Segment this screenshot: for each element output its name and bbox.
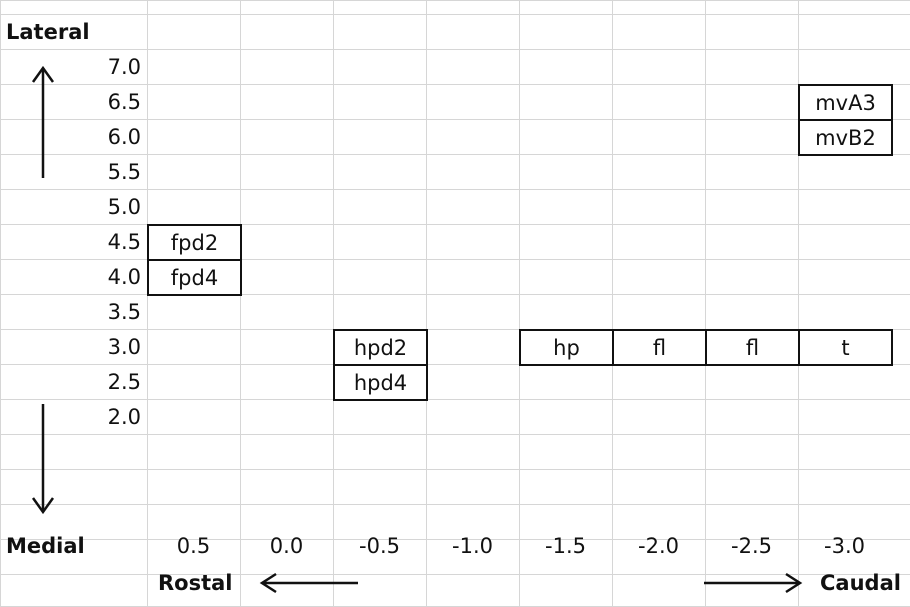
lateral-label: Lateral — [6, 19, 90, 44]
region-box-hpd4: hpd4 — [333, 364, 428, 401]
grid-line-horizontal — [0, 259, 910, 260]
column-label: -3.0 — [824, 533, 865, 558]
grid-line-horizontal — [0, 294, 910, 295]
caudal-label: Caudal — [820, 570, 901, 595]
column-label: -1.0 — [452, 533, 493, 558]
row-label: 5.5 — [107, 159, 141, 184]
grid-line-vertical — [705, 0, 706, 606]
grid-line-horizontal — [0, 14, 910, 15]
region-box-fl: fl — [612, 329, 707, 366]
grid-line-horizontal — [0, 49, 910, 50]
region-box-mvA3: mvA3 — [798, 84, 893, 121]
region-box-hpd2: hpd2 — [333, 329, 428, 366]
grid-line-horizontal — [0, 119, 910, 120]
grid-line-vertical — [612, 0, 613, 606]
region-box-t: t — [798, 329, 893, 366]
region-box-fpd4: fpd4 — [147, 259, 242, 296]
grid-line-vertical — [426, 0, 427, 606]
grid-line-horizontal — [0, 539, 910, 540]
grid-line-horizontal — [0, 84, 910, 85]
grid-line-horizontal — [0, 154, 910, 155]
arrow-right-icon — [704, 572, 803, 594]
region-box-hp: hp — [519, 329, 614, 366]
medial-label: Medial — [6, 533, 85, 558]
grid-line-horizontal — [0, 574, 910, 575]
grid-line-horizontal — [0, 434, 910, 435]
grid-line-horizontal — [0, 0, 910, 1]
region-box-fl: fl — [705, 329, 800, 366]
grid-line-horizontal — [0, 504, 910, 505]
grid-line-horizontal — [0, 364, 910, 365]
grid-line-horizontal — [0, 399, 910, 400]
column-label: 0.5 — [176, 533, 211, 558]
rostral-label: Rostal — [158, 570, 233, 595]
grid-line-vertical — [333, 0, 334, 606]
row-label: 3.0 — [107, 334, 141, 359]
grid-line-vertical — [0, 0, 1, 606]
column-label: 0.0 — [269, 533, 304, 558]
row-label: 5.0 — [107, 194, 141, 219]
grid-line-horizontal — [0, 329, 910, 330]
column-label: -0.5 — [359, 533, 400, 558]
column-label: -1.5 — [545, 533, 586, 558]
grid-line-vertical — [798, 0, 799, 606]
arrow-up-icon — [31, 65, 55, 178]
arrow-down-icon — [31, 404, 55, 515]
row-label: 2.5 — [107, 369, 141, 394]
region-box-fpd2: fpd2 — [147, 224, 242, 261]
row-label: 3.5 — [107, 299, 141, 324]
row-label: 4.5 — [107, 229, 141, 254]
column-label: -2.5 — [731, 533, 772, 558]
row-label: 7.0 — [107, 54, 141, 79]
grid-line-horizontal — [0, 469, 910, 470]
row-label: 2.0 — [107, 404, 141, 429]
row-label: 6.5 — [107, 89, 141, 114]
arrow-left-icon — [259, 572, 358, 594]
grid-line-vertical — [147, 0, 148, 606]
grid-line-vertical — [240, 0, 241, 606]
grid-line-vertical — [519, 0, 520, 606]
row-label: 6.0 — [107, 124, 141, 149]
row-label: 4.0 — [107, 264, 141, 289]
grid-line-horizontal — [0, 189, 910, 190]
region-box-mvB2: mvB2 — [798, 119, 893, 156]
grid-line-horizontal — [0, 224, 910, 225]
column-label: -2.0 — [638, 533, 679, 558]
